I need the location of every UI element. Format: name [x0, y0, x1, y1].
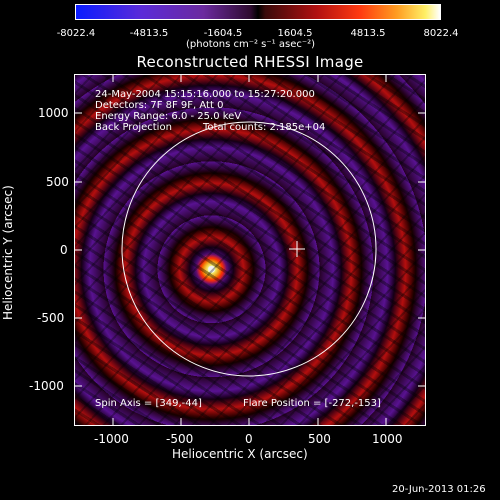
- x-tick-label: -1000: [94, 432, 129, 446]
- info-detectors: Detectors: 7F 8F 9F, Att 0: [95, 100, 224, 111]
- info-method: Back Projection: [95, 122, 172, 133]
- x-tick-label: 500: [308, 432, 331, 446]
- y-tick-label: 0: [60, 243, 68, 257]
- colorbar-tick: 4813.5: [350, 28, 386, 39]
- info-energy-range: Energy Range: 6.0 - 25.0 keV: [95, 111, 242, 122]
- info-total-counts: Total counts: 2.185e+04: [203, 122, 326, 133]
- x-tick-label: -500: [166, 432, 194, 446]
- colorbar-tick: -1604.5: [203, 28, 243, 39]
- x-axis-label: Heliocentric X (arcsec): [172, 447, 308, 461]
- x-tick-label: 1000: [372, 432, 403, 446]
- spin-axis-label: Spin Axis = [349,-44]: [95, 398, 202, 409]
- image-texture: [75, 75, 425, 425]
- plot-overlay: [121, 121, 377, 377]
- colorbar-tick: 8022.4: [423, 28, 459, 39]
- colorbar-tick: -4813.5: [129, 28, 169, 39]
- colorbar: [75, 4, 441, 20]
- y-tick-label: -1000: [29, 379, 64, 393]
- image-title: Reconstructed RHESSI Image: [136, 53, 364, 71]
- y-tick-label: 500: [46, 175, 69, 189]
- timestamp: 20-Jun-2013 01:26: [392, 484, 486, 495]
- y-tick-label: 1000: [38, 106, 69, 120]
- rhessi-image: [75, 75, 425, 425]
- colorbar-units: (photons cm⁻² s⁻¹ asec⁻²): [186, 39, 316, 50]
- info-time-range: 24-May-2004 15:15:16.000 to 15:27:20.000: [95, 89, 315, 100]
- colorbar-tick: 1604.5: [277, 28, 313, 39]
- x-tick-label: 0: [245, 432, 253, 446]
- solar-limb-circle: [121, 121, 377, 377]
- y-axis-label: Heliocentric Y (arcsec): [1, 185, 15, 320]
- y-tick-label: -500: [37, 311, 65, 325]
- image-plot: 24-May-2004 15:15:16.000 to 15:27:20.000…: [74, 74, 426, 426]
- flare-position-label: Flare Position = [-272,-153]: [243, 398, 381, 409]
- colorbar-tick: -8022.4: [56, 28, 96, 39]
